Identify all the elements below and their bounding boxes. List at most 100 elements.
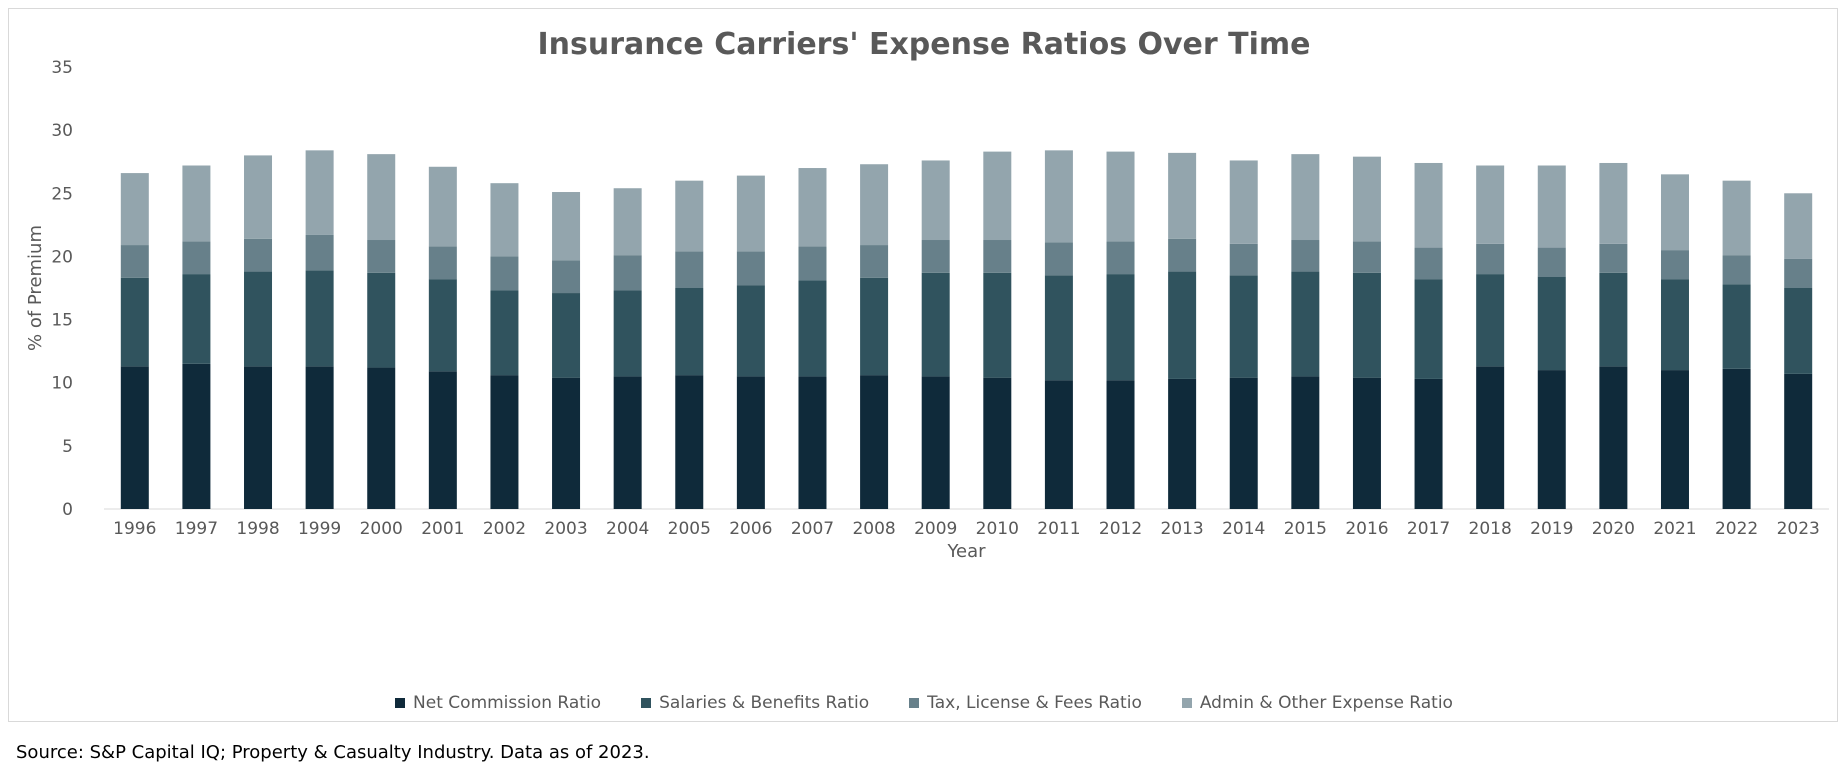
bar-segment xyxy=(1291,240,1320,272)
bar-segment xyxy=(1352,377,1381,509)
bar-segment xyxy=(798,246,827,281)
bar-segment xyxy=(120,173,149,246)
bar-segment xyxy=(1414,378,1443,509)
bar-segment xyxy=(983,377,1012,509)
bar-segment xyxy=(1722,284,1751,369)
bar-segment xyxy=(1784,258,1813,288)
bar-segment xyxy=(1660,279,1689,371)
legend-swatch xyxy=(1181,698,1192,708)
bar-segment xyxy=(1106,380,1135,509)
bar-segment xyxy=(798,376,827,509)
bar-segment xyxy=(1168,152,1197,239)
bar-segment xyxy=(921,272,950,377)
bar-segment xyxy=(1599,243,1628,273)
bar-segment xyxy=(1352,272,1381,378)
bar-segment xyxy=(428,246,457,280)
x-tick-label: 2021 xyxy=(1653,519,1696,539)
x-tick-label: 2001 xyxy=(421,519,464,539)
bar-segment xyxy=(613,255,642,291)
bar-segment xyxy=(613,290,642,377)
bar-segment xyxy=(490,290,519,376)
x-tick-label: 2011 xyxy=(1037,519,1080,539)
bar-segment xyxy=(120,366,149,509)
bar-segment xyxy=(1229,243,1258,276)
x-tick-label: 2005 xyxy=(668,519,711,539)
x-tick-label: 2002 xyxy=(483,519,526,539)
x-tick-label: 2003 xyxy=(544,519,587,539)
legend-label: Admin & Other Expense Ratio xyxy=(1199,693,1453,713)
bar-segment xyxy=(860,277,889,376)
bar-segment xyxy=(182,274,211,364)
bar-segment xyxy=(860,245,889,278)
bar-segment xyxy=(1722,255,1751,285)
bar-segment xyxy=(1722,180,1751,256)
bar-segment xyxy=(1229,377,1258,509)
bar-segment xyxy=(736,376,765,509)
bar-segment xyxy=(244,271,273,367)
x-tick-label: 2010 xyxy=(976,519,1019,539)
bar-segment xyxy=(1168,271,1197,379)
x-tick-label: 2012 xyxy=(1099,519,1142,539)
bar-segment xyxy=(120,245,149,278)
x-tick-label: 2009 xyxy=(914,519,957,539)
bar-segment xyxy=(305,150,334,235)
legend-swatch xyxy=(641,698,652,708)
bar-segment xyxy=(1168,238,1197,272)
bar-segment xyxy=(490,375,519,509)
bar-segment xyxy=(244,238,273,272)
bar-segment xyxy=(1660,250,1689,280)
x-tick-label: 2015 xyxy=(1284,519,1327,539)
legend-item: Net Commission Ratio xyxy=(395,693,601,713)
bar-segment xyxy=(1599,272,1628,367)
x-tick-label: 2022 xyxy=(1715,519,1758,539)
bar-segment xyxy=(1537,276,1566,371)
bar-segment xyxy=(1291,154,1320,241)
legend-item: Tax, License & Fees Ratio xyxy=(909,693,1142,713)
bar-segment xyxy=(921,240,950,273)
bar-segment xyxy=(736,251,765,286)
x-tick-label: 2017 xyxy=(1407,519,1450,539)
x-tick-label: 1999 xyxy=(298,519,341,539)
y-tick-label: 35 xyxy=(51,58,73,78)
bar-segment xyxy=(1291,376,1320,509)
bar-segment xyxy=(1106,151,1135,242)
bar-segment xyxy=(367,240,396,273)
bar-segment xyxy=(1784,193,1813,259)
bar-segment xyxy=(1784,373,1813,509)
bar-segment xyxy=(675,251,704,288)
bar-segment xyxy=(428,279,457,372)
y-tick-label: 5 xyxy=(62,437,73,457)
x-tick-label: 2019 xyxy=(1530,519,1573,539)
chart-frame: Insurance Carriers' Expense Ratios Over … xyxy=(8,8,1838,722)
y-tick-label: 15 xyxy=(51,311,73,331)
bar-segment xyxy=(921,160,950,241)
bar-segment xyxy=(1414,162,1443,248)
chart-legend: Net Commission Ratio Salaries & Benefits … xyxy=(9,693,1839,713)
bar-segment xyxy=(675,375,704,509)
x-tick-label: 2000 xyxy=(360,519,403,539)
y-tick-label: 10 xyxy=(51,374,73,394)
bar-segment xyxy=(860,164,889,246)
bar-segment xyxy=(367,367,396,509)
x-tick-label: 2013 xyxy=(1160,519,1203,539)
bar-segment xyxy=(1537,165,1566,248)
chart-title: Insurance Carriers' Expense Ratios Over … xyxy=(537,27,1311,62)
bar-segment xyxy=(490,183,519,257)
bar-segment xyxy=(1784,288,1813,374)
bar-segment xyxy=(798,168,827,247)
x-tick-label: 1996 xyxy=(113,519,156,539)
bar-segment xyxy=(305,270,334,367)
bar-segment xyxy=(1537,370,1566,509)
bar-segment xyxy=(1599,366,1628,509)
bar-segment xyxy=(1599,162,1628,244)
bar-segment xyxy=(552,192,581,261)
bar-segment xyxy=(490,256,519,291)
bar-segment xyxy=(1044,380,1073,509)
bar-segment xyxy=(675,288,704,376)
y-tick-label: 0 xyxy=(62,500,73,520)
bar-segment xyxy=(1044,150,1073,243)
bar-segment xyxy=(1537,247,1566,277)
x-tick-label: 2006 xyxy=(729,519,772,539)
bar-segment xyxy=(921,376,950,509)
bar-segment xyxy=(1044,275,1073,381)
